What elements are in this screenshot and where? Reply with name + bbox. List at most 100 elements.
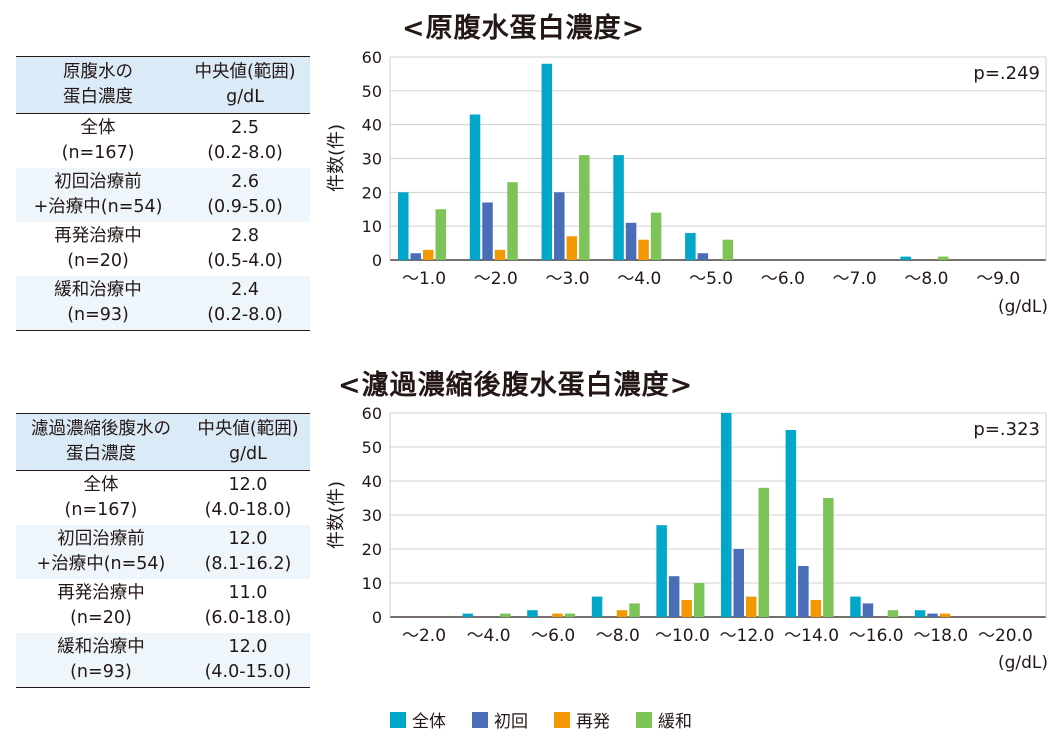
y-tick-label: 30 — [362, 506, 382, 525]
table-cell-group: 全体 (n=167) — [16, 113, 181, 168]
p-value-annotation: p=.249 — [973, 63, 1040, 84]
x-tick-label: 〜18.0 — [913, 626, 968, 646]
y-tick-label: 30 — [362, 150, 382, 169]
x-tick-label: 〜20.0 — [978, 626, 1033, 646]
x-tick-label: 〜10.0 — [655, 626, 710, 646]
x-tick-label: 〜6.0 — [531, 626, 575, 646]
x-tick-label: 〜3.0 — [546, 269, 590, 289]
y-axis-label: 件数(件) — [326, 124, 347, 192]
bar-緩和 — [650, 212, 662, 260]
legend-item-recurrence: 再発 — [554, 707, 610, 732]
x-tick-label: 〜16.0 — [849, 626, 904, 646]
y-tick-label: 50 — [362, 438, 382, 457]
bar-再発 — [939, 613, 951, 617]
table-row: 全体 (n=167) 2.5 (0.2-8.0) — [16, 113, 310, 168]
bar-緩和 — [823, 498, 834, 617]
x-tick-label: 〜8.0 — [904, 269, 948, 289]
table-cell-median: 12.0 (4.0-15.0) — [185, 633, 310, 688]
bar-緩和 — [693, 583, 705, 617]
x-tick-label: 〜2.0 — [402, 626, 446, 646]
table-row: 再発治療中 (n=20) 11.0 (6.0-18.0) — [16, 579, 310, 633]
table-cell-group: 緩和治療中 (n=93) — [16, 276, 181, 331]
bar-再発 — [746, 596, 757, 617]
bar-初回 — [697, 253, 709, 260]
bar-初回 — [862, 603, 874, 617]
legend-label: 全体 — [412, 712, 446, 732]
legend-item-first: 初回 — [472, 707, 528, 732]
bar-全体 — [656, 525, 667, 617]
x-tick-label: 〜12.0 — [720, 626, 775, 646]
y-tick-label: 40 — [362, 116, 382, 135]
legend-label: 初回 — [494, 712, 528, 732]
bar-再発 — [566, 236, 578, 260]
table-header-protein: 原腹水の 蛋白濃度 — [16, 56, 181, 114]
table-cell-group: 再発治療中 (n=20) — [57, 583, 145, 628]
table-cell-median: 12.0 (8.1-16.2) — [185, 525, 310, 579]
legend-swatch — [390, 711, 406, 728]
x-unit-label: (g/dL) — [998, 653, 1048, 673]
bar-緩和 — [579, 155, 590, 260]
x-tick-label: 〜4.0 — [617, 269, 661, 289]
bar-全体 — [527, 610, 538, 617]
chart-legend: 全体 初回 再発 緩和 — [390, 707, 692, 732]
table-header-median: 中央値(範囲) g/dL — [180, 56, 310, 114]
table-row: 全体 (n=167) 12.0 (4.0-18.0) — [16, 470, 310, 525]
legend-item-palliative: 緩和 — [636, 707, 692, 732]
chart-title-filtered: <濾過濃縮後腹水蛋白濃度> — [338, 370, 694, 401]
bar-緩和 — [564, 613, 576, 617]
x-tick-label: 〜5.0 — [689, 269, 733, 289]
legend-swatch — [554, 711, 570, 728]
table-cell-median: 2.4 (0.2-8.0) — [180, 276, 310, 331]
table-row: 緩和治療中 (n=93) 2.4 (0.2-8.0) — [16, 276, 310, 331]
y-tick-label: 60 — [362, 404, 382, 423]
y-tick-label: 10 — [362, 217, 382, 236]
table-row: 再発治療中 (n=20) 2.8 (0.5-4.0) — [16, 222, 310, 276]
bar-全体 — [914, 610, 926, 617]
bar-初回 — [625, 222, 637, 260]
y-tick-label: 50 — [362, 82, 382, 101]
bar-全体 — [850, 596, 861, 617]
x-tick-label: 〜9.0 — [976, 269, 1020, 289]
bar-再発 — [552, 613, 563, 617]
legend-swatch — [472, 711, 488, 728]
chart-title-original: <原腹水蛋白濃度> — [402, 13, 646, 44]
x-tick-label: 〜14.0 — [784, 626, 839, 646]
p-value-annotation: p=.323 — [973, 419, 1040, 440]
bar-再発 — [681, 600, 692, 617]
bar-緩和 — [758, 487, 769, 617]
table-row: 緩和治療中 (n=93) 12.0 (4.0-15.0) — [16, 633, 310, 688]
bar-初回 — [668, 576, 680, 617]
summary-table-original: 原腹水の 蛋白濃度 中央値(範囲) g/dL 全体 (n=167) 2.5 (0… — [16, 56, 310, 331]
table-header-protein: 濾過濃縮後腹水の 蛋白濃度 — [16, 413, 186, 471]
bar-全体 — [721, 413, 732, 617]
table-row: 初回治療前 +治療中(n=54) 2.6 (0.9-5.0) — [16, 168, 310, 222]
bar-再発 — [638, 239, 649, 260]
table-cell-group: 再発治療中 (n=20) — [54, 226, 142, 271]
y-tick-label: 10 — [362, 574, 382, 593]
table-cell-group: 初回治療前 +治療中(n=54) — [16, 525, 186, 579]
bar-全体 — [541, 63, 553, 261]
bar-再発 — [810, 600, 822, 617]
bar-初回 — [798, 566, 809, 617]
legend-label: 緩和 — [658, 712, 692, 732]
bar-初回 — [482, 202, 493, 260]
table-cell-group: 緩和治療中 (n=93) — [16, 633, 186, 688]
y-tick-label: 20 — [362, 540, 382, 559]
table-row: 初回治療前 +治療中(n=54) 12.0 (8.1-16.2) — [16, 525, 310, 579]
bar-全体 — [469, 114, 481, 261]
summary-table-filtered: 濾過濃縮後腹水の 蛋白濃度 中央値(範囲) g/dL 全体 (n=167) 12… — [16, 413, 310, 688]
bar-初回 — [733, 549, 744, 617]
bar-緩和 — [629, 603, 640, 617]
x-tick-label: 〜1.0 — [402, 269, 446, 289]
bar-緩和 — [435, 209, 446, 260]
table-cell-group: 全体 (n=167) — [16, 470, 186, 525]
table-cell-group: 初回治療前 +治療中(n=54) — [16, 168, 181, 222]
bar-全体 — [462, 613, 474, 617]
table-cell-median: 11.0 (6.0-18.0) — [204, 583, 292, 628]
bar-初回 — [927, 613, 938, 617]
table-cell-median: 2.8 (0.5-4.0) — [207, 226, 283, 271]
bar-緩和 — [500, 613, 511, 617]
table-cell-median: 12.0 (4.0-18.0) — [185, 470, 310, 525]
bar-緩和 — [722, 239, 734, 260]
